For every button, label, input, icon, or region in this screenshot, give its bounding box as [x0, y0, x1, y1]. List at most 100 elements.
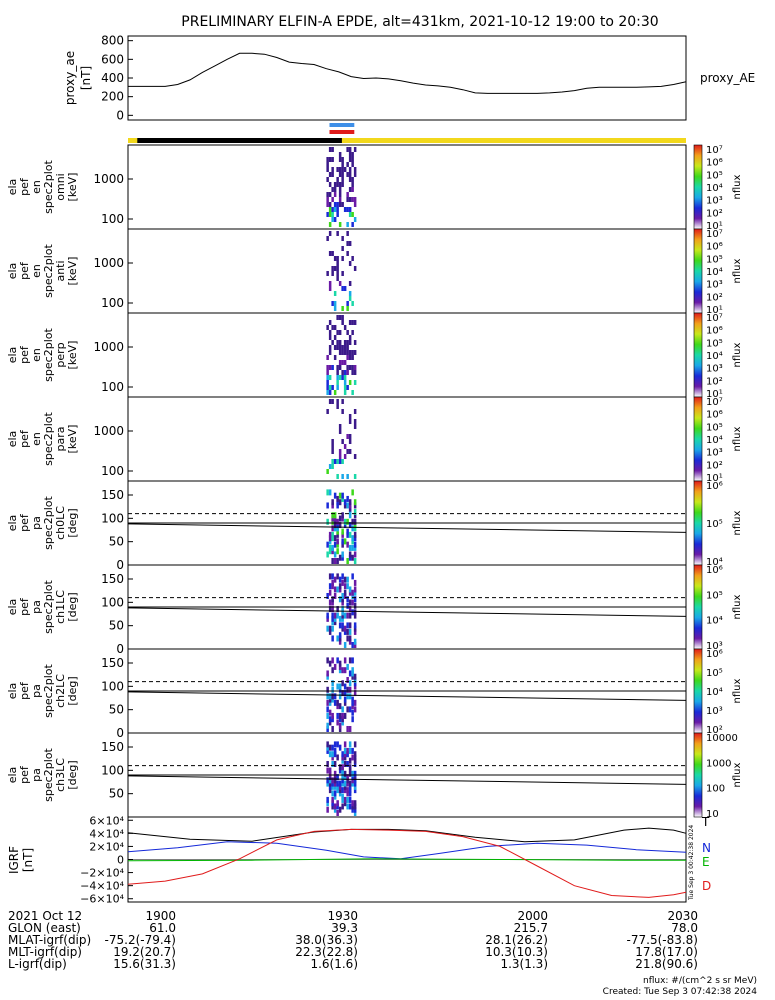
colorbar-tick-label: 10⁵: [706, 338, 723, 349]
heatmap-cell: [353, 810, 357, 816]
heatmap-cell: [336, 528, 339, 535]
heatmap-cell: [331, 667, 334, 674]
heatmap-cell: [328, 583, 332, 590]
heatmap-cell: [346, 528, 349, 535]
heatmap-cell: [331, 796, 334, 803]
heatmap-cell: [348, 554, 352, 561]
heatmap-cell: [331, 499, 334, 506]
heatmap-cell: [351, 657, 354, 664]
heatmap-cell: [353, 409, 357, 414]
pa-ylabel: ch2LC: [54, 674, 67, 708]
heatmap-cell: [331, 800, 334, 807]
heatmap-cell: [348, 296, 352, 301]
pa-ytick-label: 100: [101, 595, 124, 609]
heatmap-cell: [336, 182, 339, 187]
heatmap-cell: [348, 670, 352, 677]
footer-row-value: 2030: [667, 909, 698, 923]
heatmap-cell: [348, 365, 352, 370]
heatmap-cell: [348, 147, 352, 152]
heatmap-cell: [341, 531, 344, 538]
heatmap-cell: [346, 726, 349, 732]
pa-ylabel: spec2plot: [42, 664, 55, 718]
heatmap-cell: [346, 340, 349, 345]
colorbar-label: nflux: [732, 762, 743, 787]
heatmap-cell: [333, 512, 337, 519]
heatmap-cell: [343, 375, 347, 380]
heatmap-cell: [343, 522, 347, 529]
colorbar-tick-label: 10²: [706, 725, 723, 736]
heatmap-cell: [331, 803, 334, 810]
heatmap-cell: [338, 806, 342, 813]
pa-ytick-label: 50: [109, 703, 124, 717]
heatmap-cell: [333, 551, 337, 558]
heatmap-cell: [343, 690, 347, 697]
heatmap-cell: [353, 541, 357, 548]
heatmap-cell: [328, 751, 332, 758]
heatmap-cell: [351, 301, 354, 306]
pa-ylabel: [deg]: [66, 508, 79, 537]
heatmap-cell: [353, 217, 357, 222]
heatmap-cell: [343, 780, 347, 787]
colorbar-tick-label: 10⁶: [706, 565, 723, 576]
heatmap-cell: [338, 622, 342, 629]
ae-legend: proxy_AE: [700, 71, 755, 85]
heatmap-cell: [333, 699, 337, 706]
igrf-ylabel: [nT]: [21, 848, 35, 872]
heatmap-cell: [338, 345, 342, 350]
igrf-series-T: [127, 827, 687, 843]
heatmap-cell: [346, 531, 349, 538]
pa-ylabel: pef: [18, 597, 31, 616]
heatmap-cell: [331, 599, 334, 606]
heatmap-cell: [336, 541, 339, 548]
heatmap-cell: [351, 152, 354, 157]
heatmap-cell: [338, 660, 342, 667]
footer-row-value: 1930: [327, 909, 358, 923]
heatmap-cell: [341, 803, 344, 810]
colorbar-tick-label: 10⁴: [706, 183, 723, 194]
heatmap-cell: [336, 276, 339, 281]
heatmap-cell: [353, 380, 357, 385]
heatmap-cell: [326, 761, 329, 767]
heatmap-cell: [353, 512, 357, 519]
footer-row-value: 10.3(10.3): [485, 945, 548, 959]
heatmap-cell: [351, 696, 354, 703]
heatmap-cell: [341, 286, 344, 291]
heatmap-cell: [343, 593, 347, 599]
pa-ytick-label: 100: [101, 679, 124, 693]
heatmap-cell: [338, 596, 342, 603]
heatmap-cell: [343, 800, 347, 807]
heatmap-cell: [353, 558, 357, 564]
footer-row-value: 38.0(36.3): [295, 933, 358, 947]
heatmap-cell: [348, 419, 352, 424]
heatmap-cell: [338, 726, 342, 732]
colorbar-label: nflux: [732, 678, 743, 703]
igrf-ytick-label: −4×10⁴: [80, 880, 124, 893]
footer-row-value: 22.3(22.8): [295, 945, 358, 959]
heatmap-cell: [341, 764, 344, 771]
heatmap-cell: [351, 754, 354, 761]
heatmap-cell: [336, 380, 339, 385]
spec-ylabel: en: [30, 180, 43, 194]
heatmap-cell: [338, 787, 342, 794]
heatmap-cell: [351, 182, 354, 187]
heatmap-cell: [333, 182, 337, 187]
heatmap-cell: [326, 236, 329, 241]
heatmap-cell: [351, 806, 354, 813]
heatmap-cell: [331, 761, 334, 767]
colorbar-label: nflux: [732, 174, 743, 199]
heatmap-cell: [336, 167, 339, 172]
heatmap-cell: [326, 385, 329, 390]
heatmap-cell: [351, 256, 354, 261]
heatmap-cell: [353, 602, 357, 609]
spec-ylabel: en: [30, 264, 43, 278]
heatmap-cell: [328, 365, 332, 370]
colorbar-tick-label: 10⁴: [706, 616, 723, 627]
heatmap-cell: [351, 187, 354, 192]
footer-row: GLON (east) 61.0 39.3 215.7 78.0: [8, 922, 768, 934]
heatmap-cell: [343, 538, 347, 545]
heatmap-cell: [341, 719, 344, 726]
footer-row-value: 15.6(31.3): [113, 957, 176, 971]
heatmap-cell: [338, 182, 342, 187]
spectrogram-frame: [127, 228, 687, 314]
heatmap-cell: [353, 800, 357, 807]
